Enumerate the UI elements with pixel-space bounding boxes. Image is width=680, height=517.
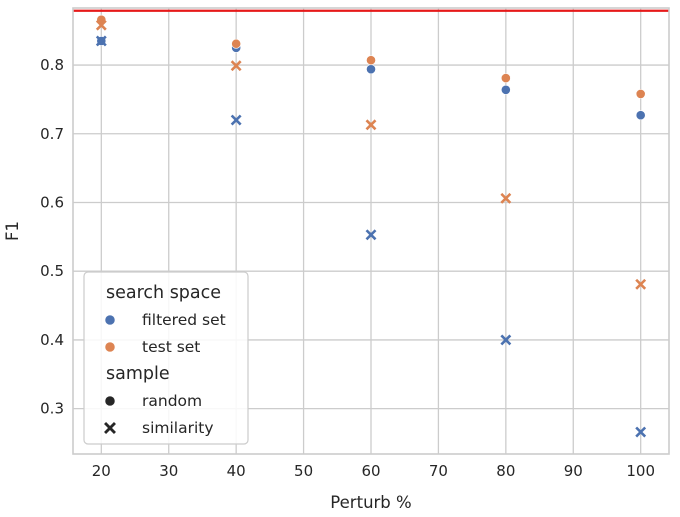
x-tick-label: 40 [227,462,246,480]
x-tick-label: 30 [159,462,178,480]
legend-marker [104,341,116,353]
y-tick-label: 0.3 [40,400,64,418]
data-point [231,38,242,49]
legend: search space filtered set test set sample ra… [83,271,249,445]
marker-stroke [230,60,242,72]
data-point [365,119,377,131]
marker-stroke [635,278,647,290]
plot-frame [72,7,670,455]
legend-marker [104,422,116,434]
data-point [500,334,512,346]
y-tick-label: 0.7 [40,125,64,143]
data-point [230,114,242,126]
y-tick-label: 0.8 [40,56,64,74]
x-tick-label: 60 [361,462,380,480]
legend-style-title: sample [106,364,170,384]
data-point [230,60,242,72]
x-tick-label: 70 [429,462,448,480]
marker-stroke [365,119,377,131]
marker-stroke [635,426,647,438]
legend-hue-title: search space [106,283,221,303]
data-point [366,64,376,75]
marker-stroke [365,229,377,241]
data-point [500,73,511,83]
data-point [366,55,376,66]
legend-marker [104,395,116,407]
data-point [635,426,647,438]
data-point [635,110,646,121]
data-point [635,278,647,290]
y-tick-label: 0.6 [40,193,64,211]
legend-entry-label: test set [142,338,200,356]
marker-stroke [500,334,512,346]
legend-entry-label: random [142,392,202,410]
marker-stroke [230,114,242,126]
axes: 20 30 40 50 60 70 80 90 100 0.3 0.4 0.5 0.6 0.7 0.8 [40,7,670,480]
data-point [365,229,377,241]
data-point [635,89,646,99]
legend-box [83,271,249,445]
x-tick-label: 90 [564,462,583,480]
x-tick-label: 50 [294,462,313,480]
marker-stroke [95,35,107,47]
y-axis-label: F1 [3,221,22,241]
data-point [500,192,512,204]
marker-stroke [95,19,107,31]
x-tick-label: 20 [92,462,111,480]
legend-entry-label: similarity [142,419,214,437]
legend-entry-label: filtered set [142,311,226,329]
marker-stroke [104,422,116,434]
legend-marker [104,314,116,326]
data-point [95,19,107,31]
data-point [95,35,107,47]
data-points [95,14,647,438]
marker-stroke [500,192,512,204]
data-point [500,84,511,95]
y-tick-label: 0.5 [40,262,64,280]
x-tick-label: 100 [626,462,655,480]
y-tick-label: 0.4 [40,331,64,349]
x-axis-label: Perturb % [330,493,411,512]
x-tick-label: 80 [496,462,515,480]
